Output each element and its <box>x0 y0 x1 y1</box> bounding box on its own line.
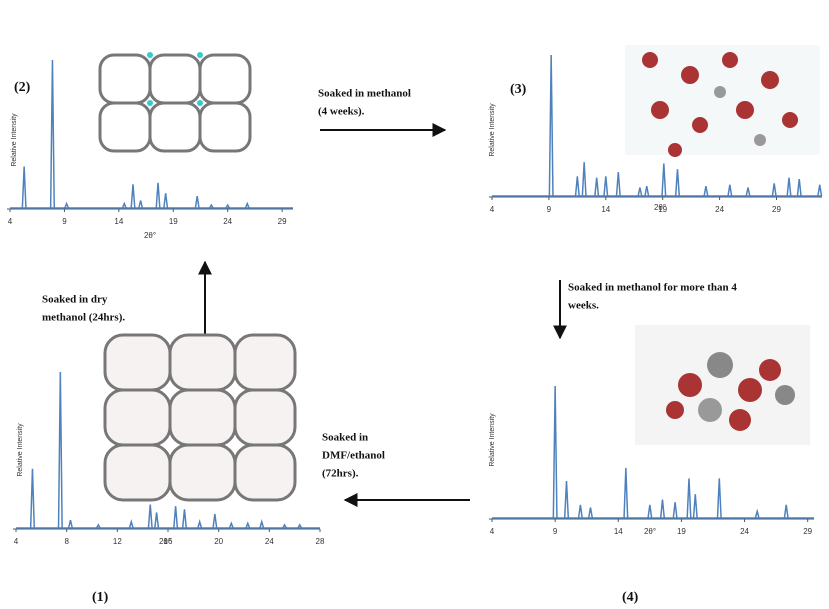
x-tick-label: 29 <box>803 527 812 536</box>
x-tick-label: 28 <box>316 537 325 546</box>
peak <box>648 505 652 518</box>
peak <box>784 505 788 518</box>
step-text: Soaked in dry <box>42 294 108 306</box>
peak <box>595 178 599 196</box>
peak <box>195 196 199 208</box>
x-tick-label: 4 <box>8 217 13 226</box>
peak <box>155 512 159 528</box>
x-tick-label: 4 <box>14 537 19 546</box>
x-tick-label: 8 <box>64 537 69 546</box>
step-text: Soaked in methanol <box>318 88 411 100</box>
peak <box>638 188 642 196</box>
x-tick-label: 9 <box>553 527 558 536</box>
x-axis-label: 2θ° <box>144 231 156 240</box>
peak <box>676 169 680 196</box>
peak <box>213 514 217 528</box>
step-text: Soaked in <box>322 432 368 444</box>
peak <box>576 176 580 196</box>
peak <box>22 167 26 208</box>
peak <box>717 478 721 518</box>
peak <box>549 55 553 196</box>
peak <box>553 386 557 518</box>
x-tick-label: 9 <box>547 205 552 214</box>
x-tick-label: 9 <box>62 217 67 226</box>
x-tick-label: 29 <box>278 217 287 226</box>
peak <box>174 506 178 528</box>
x-tick-label: 14 <box>614 527 623 536</box>
peak <box>156 183 160 208</box>
structure-image <box>100 52 250 151</box>
peak <box>818 185 822 196</box>
peak <box>662 164 666 196</box>
step-text: DMF/ethanol <box>322 450 385 462</box>
x-tick-label: 24 <box>223 217 232 226</box>
peak <box>624 468 628 518</box>
x-tick-label: 14 <box>114 217 123 226</box>
peak <box>787 178 791 196</box>
y-axis-label: Relative Intensity <box>17 423 24 477</box>
peak <box>746 188 750 196</box>
peak <box>687 478 691 518</box>
peak <box>59 372 63 528</box>
x-tick-label: 29 <box>772 205 781 214</box>
peak <box>604 176 608 196</box>
peak <box>51 60 55 208</box>
peak <box>661 500 665 518</box>
y-axis-label: Relative Intensity <box>489 413 496 467</box>
figure: 4 9 14 19 24 29 2θ° Relative Intensity (2) 4 9 14 19… <box>0 0 829 609</box>
peak <box>579 505 583 518</box>
peak <box>704 186 708 196</box>
x-axis-label: 2θ° <box>644 527 656 536</box>
x-tick-label: 19 <box>169 217 178 226</box>
peak <box>260 522 264 528</box>
step-text: weeks. <box>568 300 599 312</box>
structure-image <box>625 45 820 157</box>
x-tick-label: 4 <box>490 205 495 214</box>
panel-label: (1) <box>92 590 109 605</box>
peak <box>589 507 593 518</box>
peak <box>31 469 35 528</box>
peak <box>755 511 759 518</box>
y-axis-label: Relative Intensity <box>489 103 496 157</box>
x-tick-label: 12 <box>113 537 122 546</box>
peak <box>772 183 776 196</box>
panel-label: (4) <box>622 590 639 605</box>
peak <box>797 179 801 196</box>
peak <box>617 172 621 196</box>
panel-label: (3) <box>510 82 527 97</box>
x-tick-label: 19 <box>677 527 686 536</box>
peak <box>183 509 187 528</box>
x-axis-label: 2θ° <box>159 537 171 546</box>
peak <box>139 201 143 208</box>
step-text: (4 weeks). <box>318 106 365 118</box>
peak <box>198 522 202 528</box>
peak <box>69 520 73 528</box>
x-tick-label: 20 <box>214 537 223 546</box>
step-text: Soaked in methanol for more than 4 <box>568 282 737 294</box>
step-text: (72hrs). <box>322 468 359 480</box>
x-axis-label: 2θ° <box>654 203 666 212</box>
peak <box>673 502 677 518</box>
peak <box>565 481 569 518</box>
x-tick-label: 24 <box>740 527 749 536</box>
structure-image <box>105 335 295 500</box>
peak <box>645 186 649 196</box>
peak <box>131 184 135 208</box>
peak <box>694 494 698 518</box>
x-tick-label: 4 <box>490 527 495 536</box>
peak <box>148 505 152 528</box>
y-axis-label: Relative Intensity <box>11 113 18 167</box>
peak <box>129 522 133 528</box>
peak <box>582 162 586 196</box>
step-text: methanol (24hrs). <box>42 312 125 324</box>
peak <box>728 185 732 196</box>
panel-label: (2) <box>14 80 31 95</box>
x-tick-label: 24 <box>715 205 724 214</box>
structure-image <box>635 325 810 445</box>
peak <box>164 193 168 208</box>
x-tick-label: 24 <box>265 537 274 546</box>
x-tick-label: 14 <box>601 205 610 214</box>
